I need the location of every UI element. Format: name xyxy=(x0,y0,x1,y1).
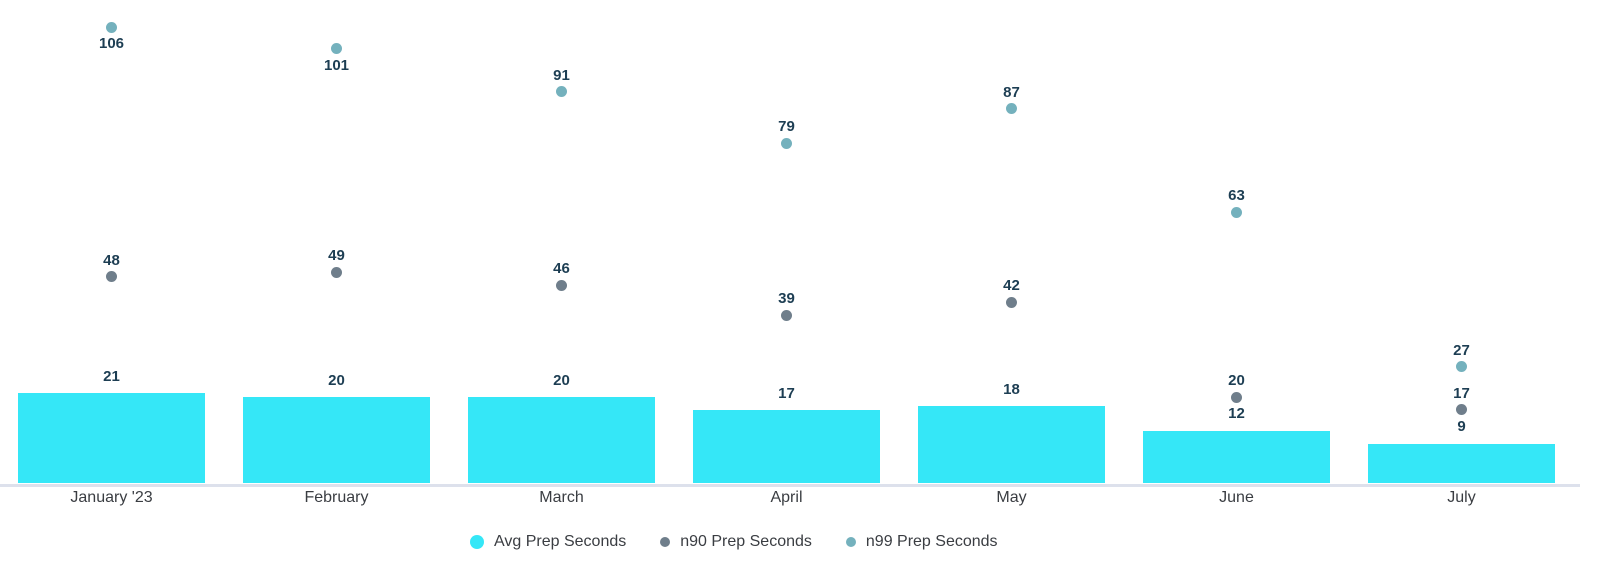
n99-value-label: 27 xyxy=(1453,341,1470,359)
n99-value-label: 106 xyxy=(98,35,125,53)
x-axis-label: April xyxy=(770,489,803,506)
point-n99-prep-seconds[interactable] xyxy=(106,21,117,33)
n99-value-label: 63 xyxy=(1228,187,1245,205)
legend-label-n90: n90 Prep Seconds xyxy=(680,533,812,550)
bar-avg-prep-seconds[interactable] xyxy=(243,397,430,483)
n99-value-label: 87 xyxy=(1003,83,1020,101)
point-n90-prep-seconds[interactable] xyxy=(1231,391,1242,403)
bar-value-label: 20 xyxy=(553,372,570,389)
x-axis-line xyxy=(0,484,1580,487)
legend-swatch-n99-icon xyxy=(845,537,856,547)
point-n90-prep-seconds[interactable] xyxy=(1006,296,1017,308)
x-axis-label: July xyxy=(1447,489,1476,506)
n90-value-label: 48 xyxy=(103,251,120,269)
legend-label-n99: n99 Prep Seconds xyxy=(865,533,998,550)
bar-value-label: 9 xyxy=(1457,417,1466,435)
x-axis-label: March xyxy=(539,489,584,506)
bar-value-label: 18 xyxy=(1003,380,1020,398)
bar-avg-prep-seconds[interactable] xyxy=(1368,444,1555,483)
bar-avg-prep-seconds[interactable] xyxy=(468,397,655,483)
n90-value-label: 17 xyxy=(1453,384,1470,402)
point-n99-prep-seconds[interactable] xyxy=(556,86,567,98)
legend-item-n90-prep-seconds[interactable]: n90 Prep Seconds xyxy=(660,533,812,551)
bar-avg-prep-seconds[interactable] xyxy=(18,392,205,483)
n90-value-label: 20 xyxy=(1228,372,1245,389)
legend-item-avg-prep-seconds[interactable]: Avg Prep Seconds xyxy=(470,533,626,551)
n90-value-label: 39 xyxy=(778,290,795,308)
n90-value-label: 46 xyxy=(553,260,570,278)
bar-avg-prep-seconds[interactable] xyxy=(1143,431,1330,483)
n90-value-label: 42 xyxy=(1003,277,1020,295)
bar-value-label: 17 xyxy=(778,384,795,402)
x-axis-label: February xyxy=(304,489,369,506)
bar-avg-prep-seconds[interactable] xyxy=(693,409,880,483)
point-n90-prep-seconds[interactable] xyxy=(1456,404,1467,416)
point-n99-prep-seconds[interactable] xyxy=(1006,103,1017,115)
point-n99-prep-seconds[interactable] xyxy=(781,137,792,149)
legend-label-avg: Avg Prep Seconds xyxy=(494,533,627,550)
chart-legend: Avg Prep Seconds n90 Prep Seconds n99 Pr… xyxy=(470,533,998,551)
bar-value-label: 21 xyxy=(103,367,120,385)
legend-item-n99-prep-seconds[interactable]: n99 Prep Seconds xyxy=(845,533,998,551)
bar-avg-prep-seconds[interactable] xyxy=(918,405,1105,483)
point-n99-prep-seconds[interactable] xyxy=(331,43,342,55)
n99-value-label: 91 xyxy=(553,66,570,84)
bar-value-label: 20 xyxy=(328,372,345,389)
point-n99-prep-seconds[interactable] xyxy=(1456,361,1467,373)
point-n99-prep-seconds[interactable] xyxy=(1231,206,1242,218)
n99-value-label: 101 xyxy=(323,56,350,74)
x-axis-label: May xyxy=(996,489,1027,506)
x-axis-label: January '23 xyxy=(70,489,153,506)
n99-value-label: 79 xyxy=(778,118,795,136)
point-n90-prep-seconds[interactable] xyxy=(331,266,342,278)
point-n90-prep-seconds[interactable] xyxy=(781,309,792,321)
bar-value-label: 12 xyxy=(1228,405,1245,422)
x-axis-label: June xyxy=(1219,489,1254,506)
point-n90-prep-seconds[interactable] xyxy=(106,271,117,283)
legend-swatch-n90-icon xyxy=(660,537,671,547)
n90-value-label: 49 xyxy=(328,247,345,265)
point-n90-prep-seconds[interactable] xyxy=(556,279,567,291)
legend-swatch-avg-icon xyxy=(470,535,484,549)
